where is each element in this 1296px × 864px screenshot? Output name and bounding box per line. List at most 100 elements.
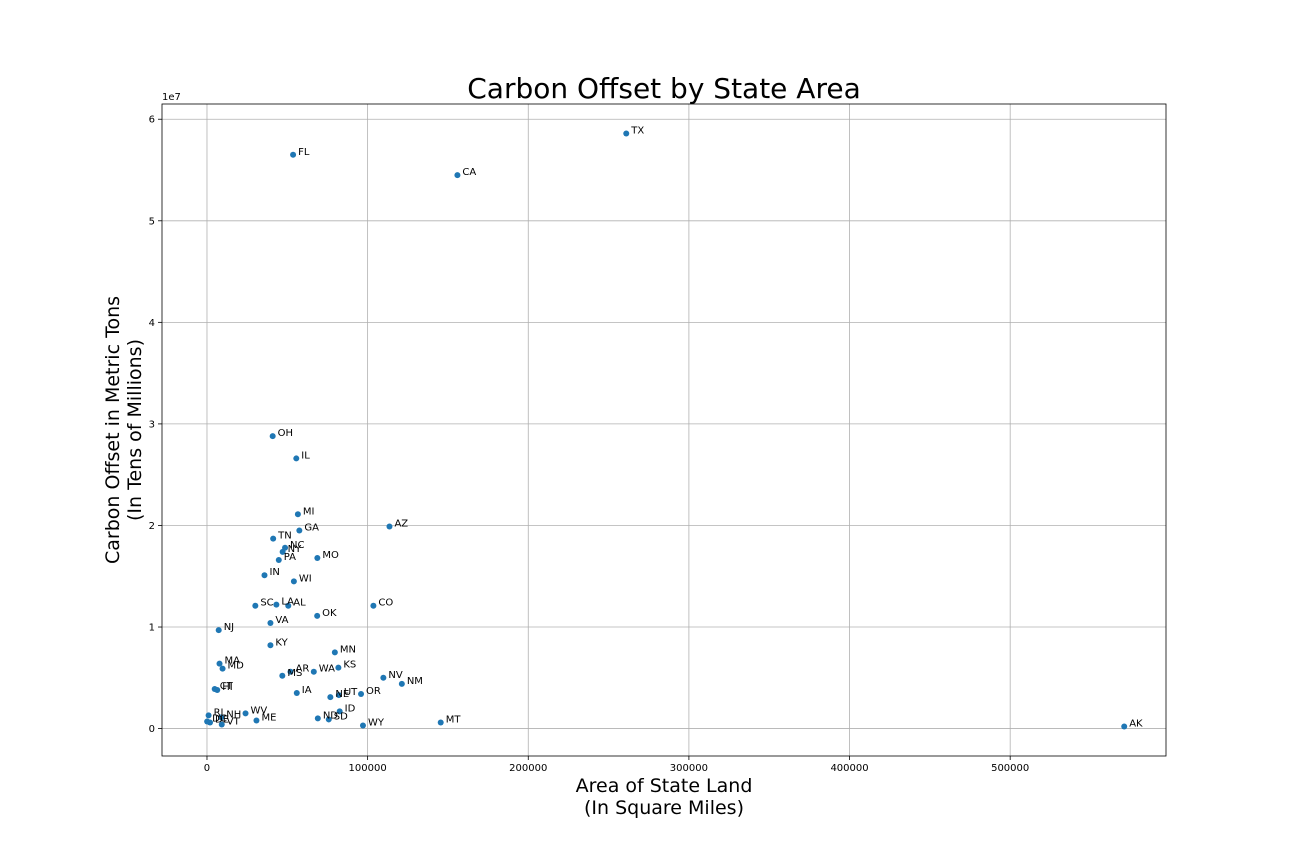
y-axis-label-line1: Carbon Offset in Metric Tons	[102, 296, 124, 564]
point-label-mt: MT	[446, 714, 462, 725]
data-point-tn	[270, 535, 277, 542]
data-point-mt	[437, 719, 444, 726]
point-label-mn: MN	[340, 644, 356, 655]
point-label-ks: KS	[343, 660, 356, 671]
data-point-ut	[335, 692, 342, 699]
data-point-co	[370, 602, 377, 609]
y-tick-label: 3	[149, 419, 155, 430]
data-point-nm	[398, 680, 405, 687]
point-label-nv: NV	[388, 670, 402, 681]
data-point-wa	[310, 668, 317, 675]
data-point-nd	[314, 715, 321, 722]
data-points	[204, 130, 1128, 730]
point-label-vt: VT	[227, 717, 241, 728]
point-label-wi: WI	[299, 573, 312, 584]
point-label-ar: AR	[296, 664, 310, 675]
point-label-in: IN	[269, 567, 279, 578]
point-label-ny: NY	[288, 544, 302, 555]
data-point-wi	[290, 578, 297, 585]
data-point-ok	[314, 612, 321, 619]
data-point-wv	[242, 710, 249, 717]
data-point-nh	[218, 714, 225, 721]
point-label-ma: MA	[225, 656, 241, 667]
point-label-oh: OH	[278, 428, 293, 439]
data-point-me	[253, 717, 260, 724]
plot-frame	[161, 103, 1167, 757]
data-point-id	[336, 708, 343, 715]
point-label-nc: NC	[290, 540, 304, 551]
x-axis-ticks: 0 100000 200000 300000 400000 500000	[204, 756, 1029, 774]
point-label-co: CO	[378, 598, 393, 609]
x-tick-label: 300000	[670, 763, 708, 774]
point-label-nj: NJ	[224, 622, 234, 633]
x-tick-label: 200000	[509, 763, 547, 774]
point-label-sc: SC	[260, 598, 273, 609]
point-label-nh: NH	[226, 709, 241, 720]
y-tick-label: 1	[149, 623, 155, 634]
grid	[162, 104, 1166, 756]
data-point-mi	[294, 511, 301, 518]
point-label-de: DE	[215, 714, 229, 725]
point-label-fl: FL	[298, 147, 310, 158]
x-tick-label: 100000	[349, 763, 387, 774]
point-label-pa: PA	[284, 552, 296, 563]
y-tick-label: 0	[149, 724, 155, 735]
point-label-ut: UT	[344, 687, 358, 698]
point-label-wa: WA	[319, 664, 335, 675]
point-label-ms: MS	[287, 668, 302, 679]
data-point-mo	[314, 554, 321, 561]
data-point-ri	[205, 712, 212, 719]
y-axis-ticks: 0 1 2 3 4 5 6	[149, 115, 162, 735]
point-label-az: AZ	[394, 518, 408, 529]
data-point-md	[219, 665, 226, 672]
data-point-il	[293, 455, 300, 462]
point-label-mo: MO	[322, 550, 339, 561]
data-point-or	[358, 691, 365, 698]
point-label-md: MD	[228, 661, 245, 672]
y-tick-label: 5	[149, 216, 155, 227]
x-axis-label-line1: Area of State Land	[576, 775, 753, 797]
data-point-sc	[252, 602, 259, 609]
data-point-al	[285, 602, 292, 609]
point-label-ga: GA	[304, 523, 319, 534]
point-label-ca: CA	[462, 167, 476, 178]
x-axis-label-line2: (In Square Miles)	[584, 797, 744, 819]
y-axis-offset-label: 1e7	[162, 92, 181, 103]
data-point-hi	[214, 686, 221, 693]
y-tick-label: 2	[149, 521, 155, 532]
point-label-nd: ND	[323, 710, 338, 721]
data-point-ak	[1121, 723, 1128, 730]
data-point-oh	[269, 433, 276, 440]
data-point-mn	[331, 649, 338, 656]
point-label-la: LA	[281, 597, 294, 608]
point-label-dc: DC	[212, 713, 227, 724]
point-label-ct: CT	[220, 681, 234, 692]
point-label-al: AL	[293, 598, 306, 609]
data-point-ks	[335, 664, 342, 671]
y-tick-label: 4	[149, 318, 155, 329]
data-point-fl	[290, 151, 297, 158]
data-point-ne	[327, 694, 334, 701]
point-label-me: ME	[261, 712, 276, 723]
point-label-mi: MI	[303, 506, 315, 517]
chart-title: Carbon Offset by State Area	[467, 72, 861, 105]
data-point-vt	[218, 721, 225, 728]
data-point-dc	[204, 718, 211, 725]
data-point-ia	[293, 690, 300, 697]
x-tick-label: 400000	[830, 763, 868, 774]
point-label-nm: NM	[407, 676, 423, 687]
point-label-ok: OK	[322, 608, 337, 619]
point-label-sd: SD	[334, 711, 348, 722]
point-label-ri: RI	[214, 707, 224, 718]
data-point-ms	[279, 672, 286, 679]
point-label-ne: NE	[335, 689, 349, 700]
data-point-nv	[380, 674, 387, 681]
point-label-va: VA	[275, 615, 288, 626]
point-label-tn: TN	[277, 531, 292, 542]
data-point-la	[273, 601, 280, 608]
x-tick-label: 0	[204, 763, 210, 774]
y-axis-label-line2: (In Tens of Millions)	[124, 339, 146, 521]
